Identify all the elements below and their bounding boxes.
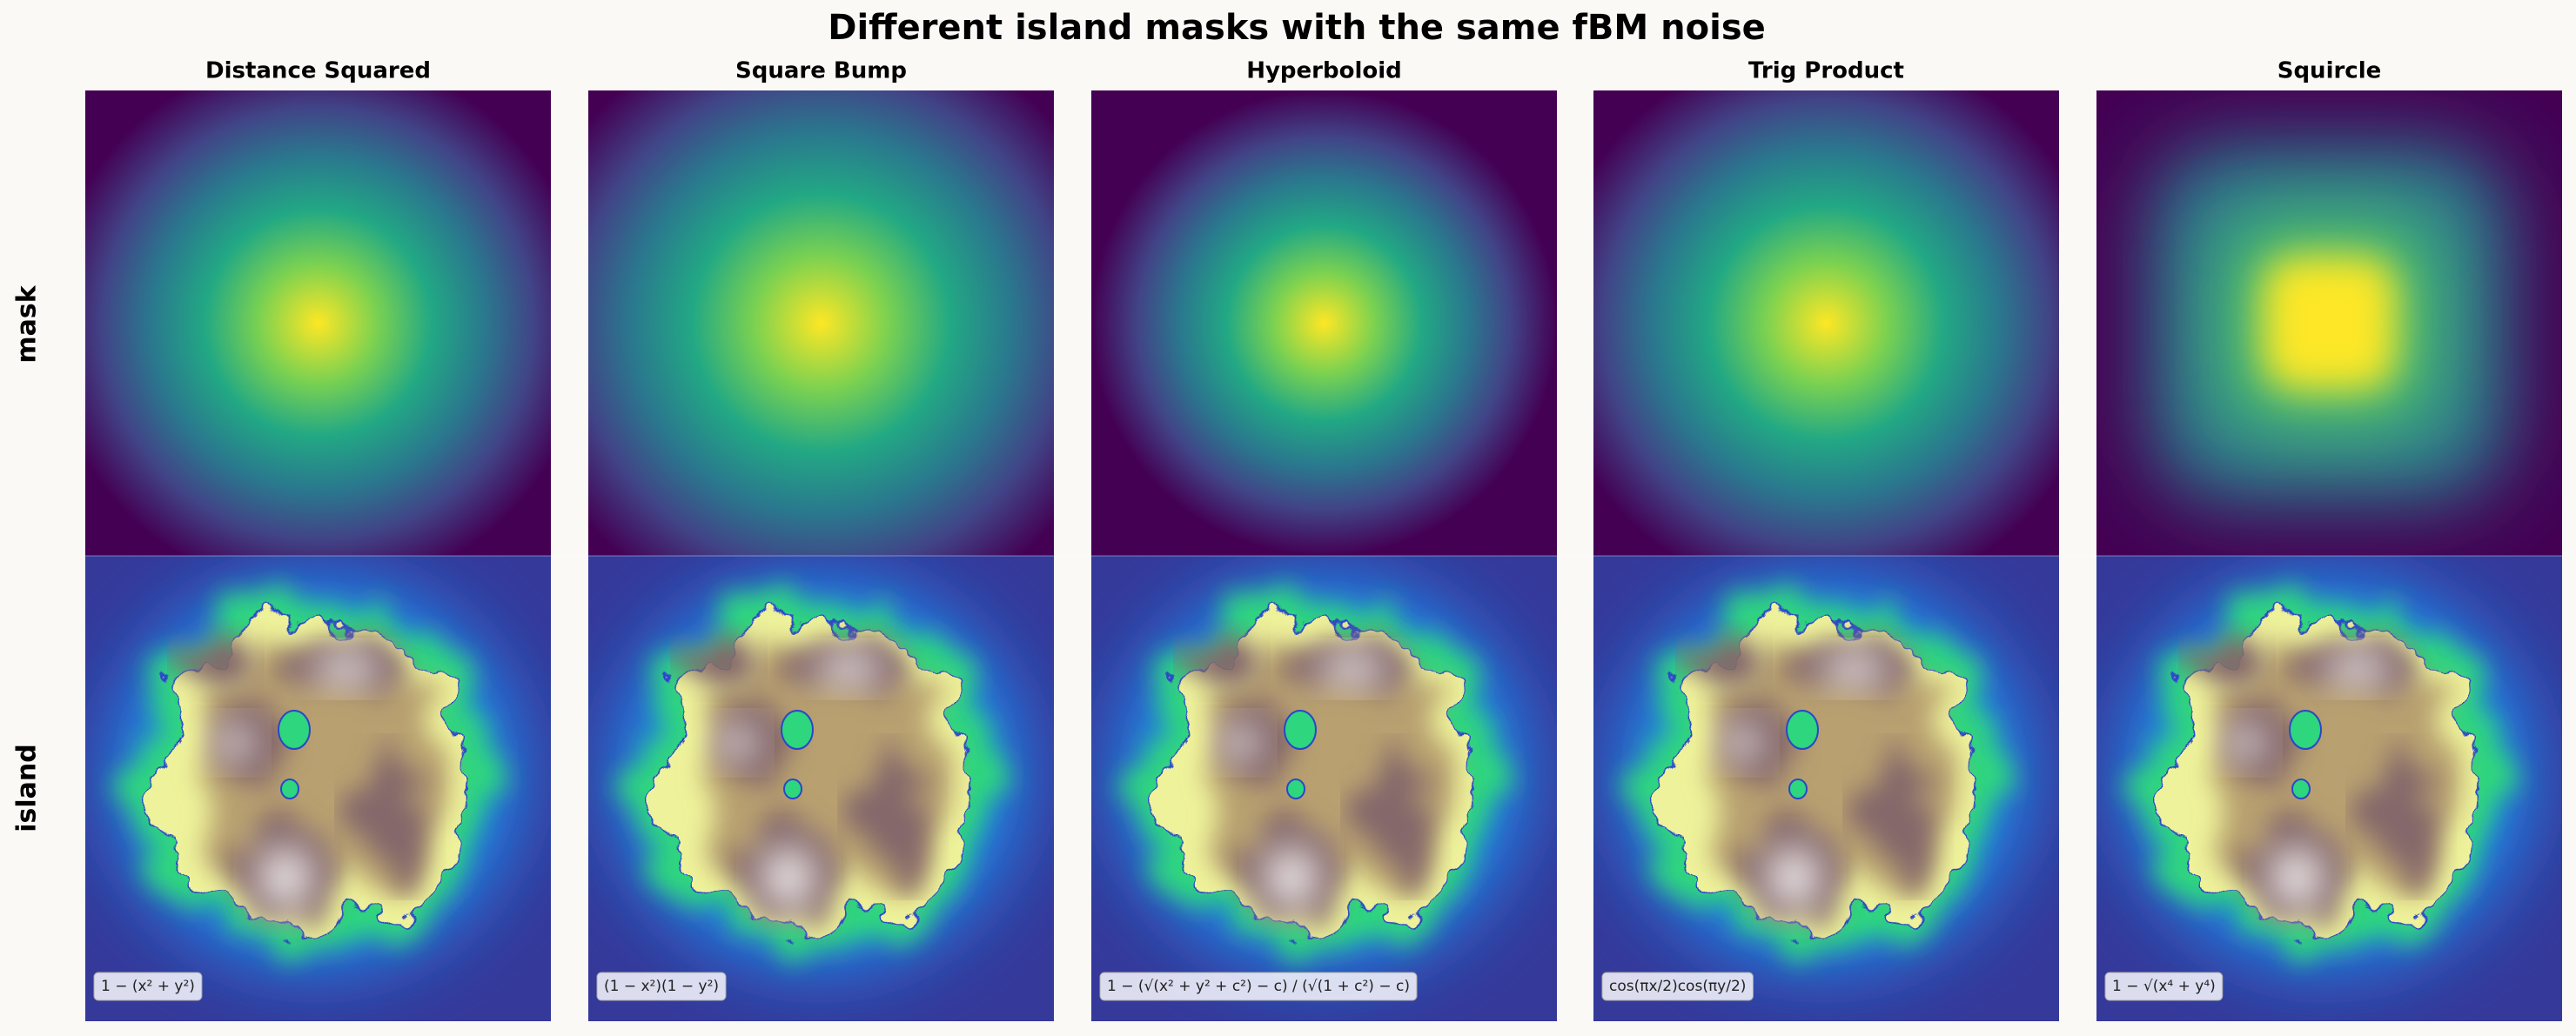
formula: (1 − x²)(1 − y²) bbox=[604, 978, 719, 995]
formula: 1 − (x² + y²) bbox=[101, 978, 195, 995]
island-image bbox=[85, 556, 551, 1021]
figure-title: Different island masks with the same fBM… bbox=[828, 8, 1766, 48]
formula-box bbox=[1099, 972, 1418, 1001]
island-image bbox=[1091, 556, 1557, 1021]
formula: 1 − √(x⁴ + y⁴) bbox=[2112, 978, 2216, 995]
formula-box bbox=[1601, 972, 1754, 1001]
formula-box bbox=[596, 972, 727, 1001]
row-label: island bbox=[12, 744, 43, 832]
mask-image bbox=[1593, 90, 2059, 556]
panel-title: Square Bump bbox=[735, 58, 907, 84]
mask-image bbox=[85, 90, 551, 556]
island-image bbox=[1593, 556, 2059, 1021]
formula-box bbox=[2104, 972, 2224, 1001]
panel-title: Hyperboloid bbox=[1246, 58, 1402, 84]
mask-image bbox=[588, 90, 1054, 556]
panel-title: Trig Product bbox=[1748, 58, 1904, 84]
mask-image bbox=[1091, 90, 1557, 556]
row-label: mask bbox=[12, 284, 43, 363]
panel-title: Distance Squared bbox=[205, 58, 431, 84]
island-image bbox=[588, 556, 1054, 1021]
formula: 1 − (√(x² + y² + c²) − c) / (√(1 + c²) −… bbox=[1107, 978, 1410, 995]
formula-box bbox=[93, 972, 203, 1001]
mask-image bbox=[2096, 90, 2562, 556]
formula: cos(πx/2)cos(πy/2) bbox=[1609, 978, 1746, 995]
panel-title: Squircle bbox=[2277, 58, 2382, 84]
island-image bbox=[2096, 556, 2562, 1021]
